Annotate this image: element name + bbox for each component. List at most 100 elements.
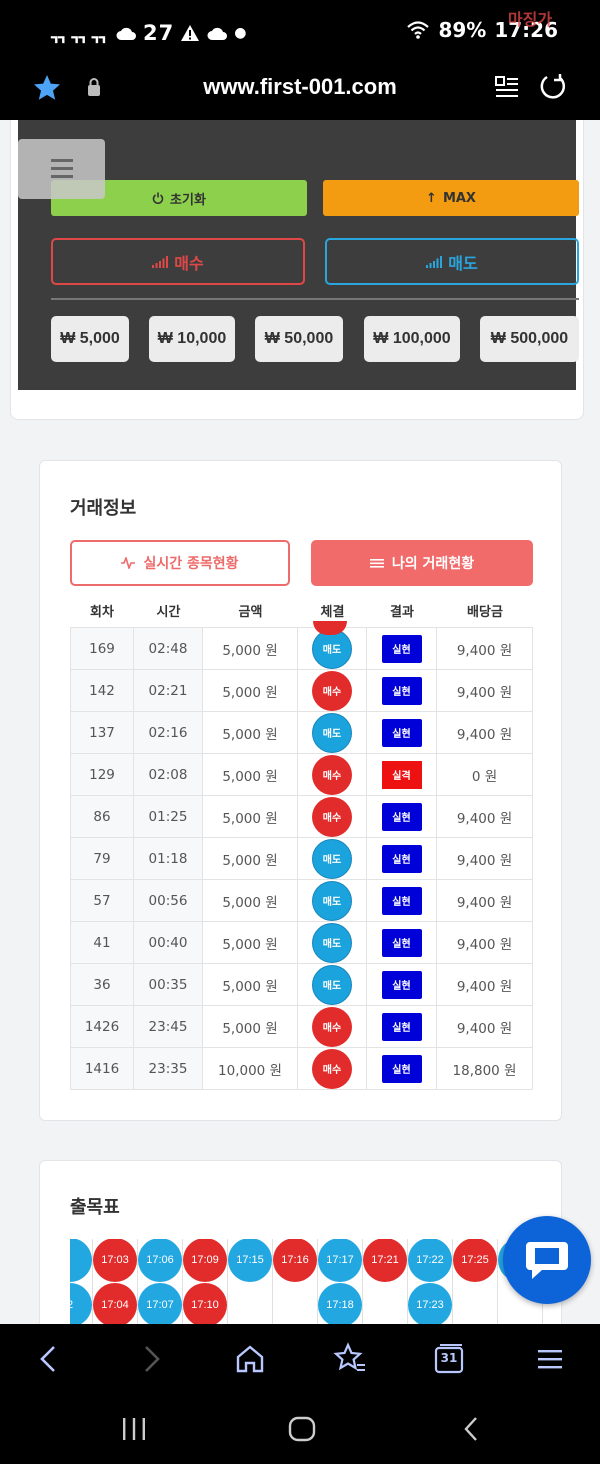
amount-cell: 5,000 원: [203, 964, 298, 1005]
side-cell: 매수: [298, 1006, 367, 1047]
payout-cell: 9,400 원: [437, 964, 533, 1005]
bookmarks-icon[interactable]: [333, 1342, 367, 1376]
home-nav-icon[interactable]: [288, 1416, 316, 1442]
column-header: 회차: [90, 605, 114, 620]
result-badge: 실현: [381, 634, 422, 663]
payout-cell: 0 원: [437, 754, 533, 795]
amount-cell: 5,000 원: [203, 754, 298, 795]
payout-cell: 9,400 원: [437, 796, 533, 837]
column-header: 시간: [156, 605, 181, 620]
tab-live-market[interactable]: 실시간 종목현황: [70, 540, 290, 586]
side-badge: 매수: [312, 1006, 352, 1047]
result-badge: 실현: [381, 1054, 422, 1083]
payout-cell: 9,400 원: [437, 1006, 533, 1047]
result-circle-red: 17:10: [183, 1283, 227, 1324]
amount-button-50000[interactable]: ₩ 50,000: [255, 316, 343, 362]
side-cell: 매수: [298, 670, 367, 711]
back-nav-icon[interactable]: [458, 1416, 486, 1442]
reload-icon[interactable]: [538, 72, 568, 102]
arrow-up-icon: ↑: [426, 190, 437, 206]
result-cell: 실현: [367, 964, 437, 1005]
time-cell: 23:35: [134, 1048, 203, 1089]
wifi-icon: [407, 21, 430, 39]
table-row: 137 02:16 5,000 원 매도 실현 9,400 원: [70, 712, 533, 754]
trade-table-body[interactable]: 169 02:48 5,000 원 매도 실현 9,400 원 142 02:21 5,000 …: [70, 627, 533, 1090]
side-badge: 매도: [312, 964, 352, 1005]
chat-button[interactable]: [503, 1216, 591, 1304]
buy-button[interactable]: 매수: [51, 238, 305, 285]
amount-button-100000[interactable]: ₩ 100,000: [364, 316, 460, 362]
tabs-button[interactable]: 31: [433, 1342, 467, 1376]
notification-icons: ᆩᆩᆩ: [48, 22, 109, 46]
round-cell: 41: [70, 922, 134, 963]
round-cell: 79: [70, 838, 134, 879]
amount-cell: 5,000 원: [203, 712, 298, 753]
amount-cell: 5,000 원: [203, 796, 298, 837]
amount-button-500000[interactable]: ₩ 500,000: [480, 316, 579, 362]
recent-apps-icon[interactable]: [120, 1416, 148, 1442]
reader-icon[interactable]: [494, 74, 520, 100]
max-button[interactable]: ↑ MAX: [323, 180, 579, 216]
chat-bubble-icon: [526, 1242, 568, 1279]
result-cell: 실현: [367, 670, 437, 711]
result-badge: 실현: [381, 928, 422, 957]
result-circle-blue: 17:23: [408, 1283, 452, 1324]
result-circle-blue: 17:07: [138, 1283, 182, 1324]
browser-url-bar: www.first-001.com: [0, 62, 600, 120]
side-cell: 매도: [298, 880, 367, 921]
menu-icon[interactable]: [533, 1342, 567, 1376]
result-cell: 실현: [367, 796, 437, 837]
divider: [51, 298, 579, 300]
tab-live-label: 실시간 종목현황: [143, 556, 239, 572]
results-chart-title: 출목표: [70, 1197, 120, 1218]
payout-cell: 9,400 원: [437, 670, 533, 711]
result-cell: 실현: [367, 838, 437, 879]
browser-bottom-bar: 31: [0, 1324, 600, 1394]
menu-line: [51, 167, 73, 170]
results-column: 17:03 17:04: [93, 1239, 138, 1324]
sell-button[interactable]: 매도: [325, 238, 579, 285]
trade-controls-panel: 초기화 ↑ MAX 매수 매도 ₩ 5,000 ₩ 10,000 ₩ 50,00…: [18, 120, 579, 390]
table-row: 142 02:21 5,000 원 매수 실현 9,400 원: [70, 670, 533, 712]
result-cell: 실현: [367, 1006, 437, 1047]
result-circle-blue: 17:22: [408, 1239, 452, 1282]
amount-cell: 5,000 원: [203, 628, 298, 669]
battery-level: 89%: [438, 18, 487, 42]
time-cell: 00:40: [134, 922, 203, 963]
page-content: 초기화 ↑ MAX 매수 매도 ₩ 5,000 ₩ 10,000 ₩ 50,00…: [0, 120, 600, 1324]
payout-cell: 9,400 원: [437, 922, 533, 963]
pulse-icon: [121, 557, 136, 569]
amount-button-5000[interactable]: ₩ 5,000: [51, 316, 129, 362]
side-badge: 매도: [312, 922, 352, 963]
star-icon[interactable]: [32, 73, 62, 103]
trade-table-header: 회차 시간 금액 체결 결과 배당금: [70, 601, 533, 625]
table-row: 36 00:35 5,000 원 매도 실현 9,400 원: [70, 964, 533, 1006]
back-icon[interactable]: [32, 1342, 66, 1376]
tab-mine-label: 나의 거래현황: [391, 556, 475, 572]
results-grid[interactable]: 217:0317:0417:0617:0717:0917:1017:1517:1…: [70, 1239, 563, 1324]
column-header: 결과: [390, 605, 414, 620]
url-text[interactable]: www.first-001.com: [203, 74, 397, 99]
table-row: 79 01:18 5,000 원 매도 실현 9,400 원: [70, 838, 533, 880]
trade-info-card: 거래정보 실시간 종목현황 나의 거래현황 회차 시간 금액 체결 결과 배당금…: [39, 460, 562, 1121]
forward-icon[interactable]: [134, 1342, 168, 1376]
amount-cell: 10,000 원: [203, 1048, 298, 1089]
column-header: 금액: [238, 605, 263, 620]
results-column: 17:17 17:18: [318, 1239, 363, 1324]
menu-toggle-button[interactable]: [18, 139, 105, 199]
amount-cell: 5,000 원: [203, 1006, 298, 1047]
scroll-peek-circle: [313, 621, 347, 635]
side-cell: 매도: [298, 964, 367, 1005]
result-cell: 실현: [367, 1048, 437, 1089]
result-circle-blue: 17:06: [138, 1239, 182, 1282]
side-cell: 매도: [298, 712, 367, 753]
result-badge: 실현: [381, 676, 422, 705]
results-column: 17:22 17:23: [408, 1239, 453, 1324]
result-badge: 실현: [381, 1012, 422, 1041]
signal-bars-icon: [152, 255, 169, 268]
status-bar: ᆩᆩᆩ 27 ● 89% 17:26 마징가: [0, 0, 600, 62]
home-icon[interactable]: [233, 1342, 267, 1376]
result-cell: 실현: [367, 712, 437, 753]
tab-my-trades[interactable]: 나의 거래현황: [311, 540, 533, 586]
amount-button-10000[interactable]: ₩ 10,000: [149, 316, 235, 362]
